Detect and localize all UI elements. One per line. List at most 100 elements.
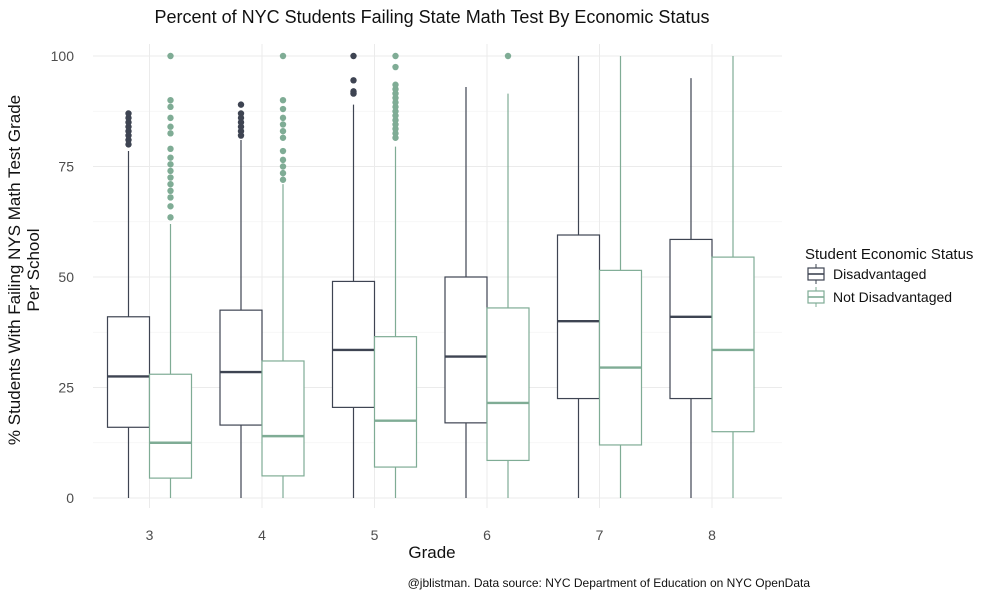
outlier-point [237,110,245,117]
y-axis-ticks: 0 25 50 75 100 [51,48,75,506]
box-iqr [711,256,755,433]
box-iqr [106,316,151,428]
outlier-point [167,97,174,104]
outlier-point [125,119,132,126]
outlier-point [392,94,399,102]
box-iqr [331,280,376,408]
outlier-point [279,121,287,128]
box-grade-3 [106,110,151,498]
outlier-point [279,163,287,170]
box-iqr [669,238,713,400]
box-series [106,52,755,498]
outlier-point [167,103,174,111]
box-grade-4 [261,52,305,498]
outlier-point [125,114,132,122]
box-grade-4 [219,101,263,498]
y-tick-label: 75 [58,159,74,175]
outlier-point [279,176,287,183]
series-not-disadvantaged [148,52,755,498]
chart-caption: @jblistman. Data source: NYC Department … [408,576,811,590]
outlier-point [167,154,174,161]
outlier-point [279,156,287,164]
box-iqr [598,269,643,446]
outlier-point [167,180,174,188]
outlier-point [279,105,287,113]
outlier-point [279,147,287,155]
box-iqr [219,309,263,426]
outlier-point [125,127,132,135]
outlier-point [392,85,399,93]
outlier-point [392,52,399,60]
box-grade-5 [331,52,376,498]
outlier-point [167,145,174,153]
x-axis-title: Grade [408,543,455,562]
outlier-point [125,123,132,130]
outlier-point [279,97,287,104]
outlier-point [167,174,174,181]
legend-title: Student Economic Status [805,246,973,263]
legend-entries: Disadvantaged Not Disadvantaged [807,264,952,307]
outlier-point [392,90,399,97]
outlier-point [392,134,399,141]
box-grade-6 [486,52,530,498]
outlier-point [392,81,399,88]
outlier-point [279,134,287,141]
legend-entry-not-disadvantaged: Not Disadvantaged [807,287,952,307]
outlier-point [125,110,132,117]
outlier-point [167,161,174,168]
x-tick-label: 3 [146,527,154,543]
outlier-point [279,114,287,122]
x-tick-label: 8 [708,527,716,543]
x-tick-label: 5 [371,527,379,543]
outlier-point [167,214,174,221]
outlier-point [279,127,287,135]
x-axis-ticks: 3 4 5 6 7 8 [146,527,717,543]
legend-entry-disadvantaged: Disadvantaged [807,264,926,284]
outlier-point [167,203,174,210]
y-tick-label: 0 [66,490,74,506]
box-grade-6 [444,86,488,498]
outlier-point [167,187,174,195]
outlier-point [237,127,245,135]
outlier-point [237,132,245,139]
x-tick-label: 4 [258,527,266,543]
box-grade-3 [148,52,193,498]
outlier-point [167,123,174,130]
y-axis-title-line-1: % Students With Failing NYS Math Test Gr… [5,95,24,445]
outlier-point [167,130,174,137]
box-iqr [148,373,193,479]
outlier-point [167,114,174,122]
legend-label: Not Disadvantaged [833,289,952,305]
outlier-point [504,52,512,60]
legend-label: Disadvantaged [833,266,926,282]
x-tick-label: 7 [596,527,604,543]
outlier-point [237,119,245,126]
outlier-point [125,141,132,148]
y-axis-title-line-2: Per School [24,228,43,311]
outlier-point [392,112,399,119]
chart-title: Percent of NYC Students Failing State Ma… [155,7,710,27]
outlier-point [237,123,245,130]
outlier-point [392,108,399,115]
outlier-point [392,103,399,111]
box-grade-8 [711,56,755,498]
outlier-point [167,52,174,60]
outlier-point [392,130,399,137]
y-tick-label: 50 [58,269,74,285]
box-grade-7 [598,56,643,498]
y-axis-title: % Students With Failing NYS Math Test Gr… [5,95,43,445]
outlier-point [350,88,357,95]
box-grade-8 [669,78,713,498]
box-iqr [556,234,601,400]
box-grade-7 [556,56,601,498]
outlier-point [279,52,287,60]
outlier-point [125,136,132,144]
outlier-point [279,169,287,177]
x-tick-label: 6 [483,527,491,543]
box-iqr [373,336,418,468]
box-grade-5 [373,52,418,498]
outlier-point [350,77,357,84]
y-tick-label: 100 [51,48,75,64]
outlier-point [350,52,357,60]
y-tick-label: 25 [58,380,74,396]
